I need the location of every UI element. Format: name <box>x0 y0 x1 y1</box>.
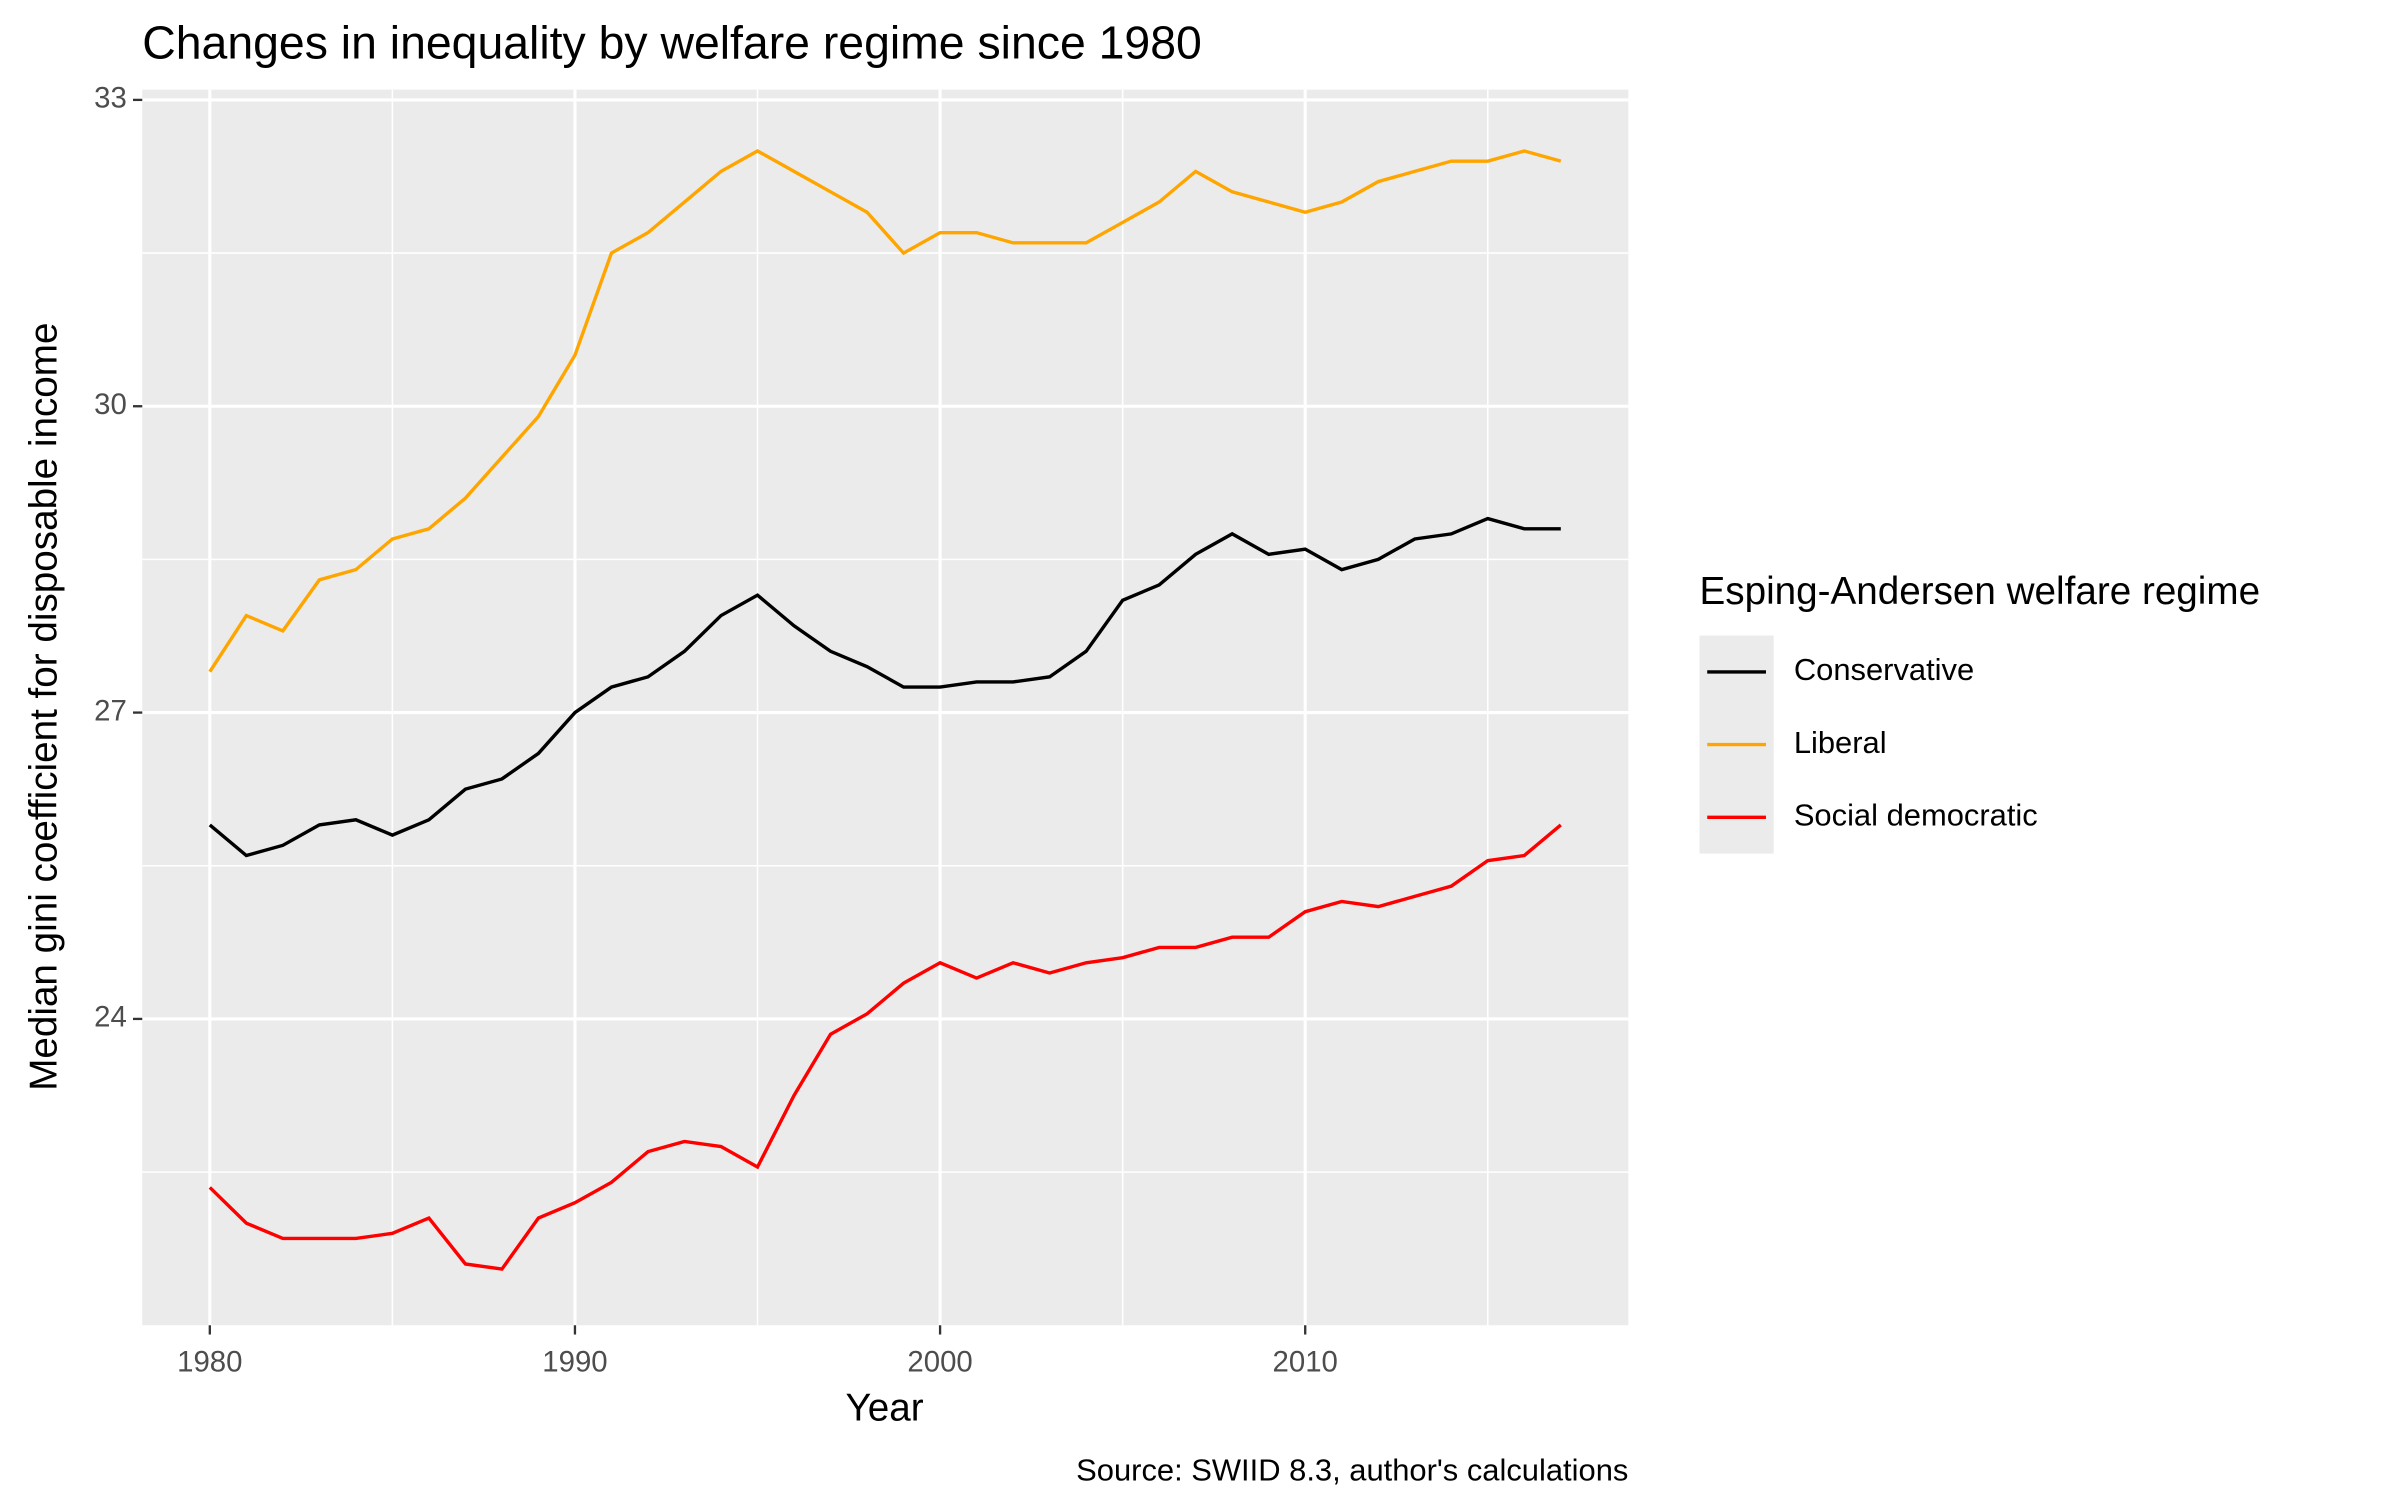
x-tick-label: 2010 <box>1273 1346 1338 1379</box>
chart-title: Changes in inequality by welfare regime … <box>142 17 1202 69</box>
legend-label: Social democratic <box>1794 797 2038 832</box>
legend-label: Conservative <box>1794 652 1974 687</box>
caption: Source: SWIID 8.3, author's calculations <box>1076 1452 1628 1487</box>
legend-title: Esping-Andersen welfare regime <box>1699 570 2260 613</box>
y-axis-title: Median gini coefficient for disposable i… <box>23 323 66 1091</box>
series-line <box>208 516 1561 858</box>
x-tick-label: 1980 <box>177 1346 242 1379</box>
legend: Conservative Liberal Social democratic <box>1699 635 2038 854</box>
y-tick-label: 30 <box>94 388 127 421</box>
grid <box>142 89 1629 1326</box>
y-tick-label: 27 <box>94 694 127 727</box>
lines <box>208 149 1562 1271</box>
y-tick-label: 24 <box>94 1001 127 1034</box>
x-axis-title: Year <box>845 1387 923 1430</box>
x-tick-label: 2000 <box>907 1346 972 1379</box>
series-line <box>208 149 1562 673</box>
x-tick-label: 1990 <box>542 1346 607 1379</box>
panel <box>142 89 1629 1326</box>
y-tick-label: 33 <box>94 82 127 115</box>
legend-label: Liberal <box>1794 725 1887 760</box>
series-line <box>208 823 1562 1271</box>
